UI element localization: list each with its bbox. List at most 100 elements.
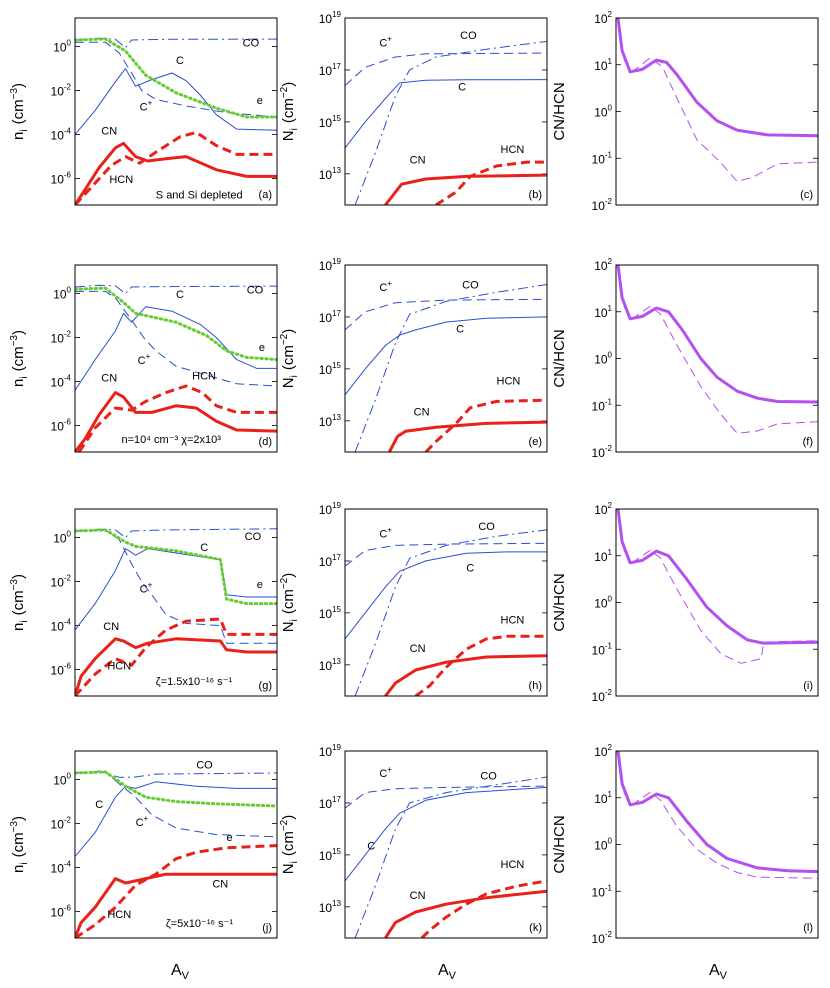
plot-frame xyxy=(74,17,278,206)
y-tick-exponent: -2 xyxy=(605,444,613,453)
curve-label-text: HCN xyxy=(107,909,131,921)
curve-label: CN xyxy=(410,890,426,902)
series-line-co xyxy=(354,284,547,452)
y-tick-exponent: -1 xyxy=(605,150,613,159)
y-axis-title-main: N xyxy=(280,130,297,141)
series-line-e xyxy=(75,770,277,808)
y-tick-base: 10 xyxy=(319,12,333,26)
y-axis-title-sub: i xyxy=(289,861,300,863)
curve-label-superscript: + xyxy=(387,35,392,44)
series-line-e xyxy=(75,37,277,119)
curve-label-text: e xyxy=(259,342,265,354)
curve-label: CN xyxy=(101,373,117,385)
curve-label-text: HCN xyxy=(107,661,131,673)
y-tick-exponent: -6 xyxy=(64,904,72,913)
y-tick-label: 10-1 xyxy=(592,150,613,166)
y-tick-base: 10 xyxy=(594,353,608,367)
curve-label-superscript: + xyxy=(387,279,392,288)
y-tick-exponent: 19 xyxy=(332,743,341,752)
series-line-cn xyxy=(75,391,277,452)
y-tick-label: 102 xyxy=(594,743,612,759)
panel-label: (j) xyxy=(262,922,272,934)
curve-label: C xyxy=(200,542,208,554)
curve-label: HCN xyxy=(192,370,216,382)
curve-label-text: n=10⁴ cm⁻³ χ=2x10³ xyxy=(121,434,221,446)
y-tick-base: 10 xyxy=(51,906,65,920)
curve-label-text: C xyxy=(379,529,387,541)
y-axis-title-unit: (cm xyxy=(280,98,297,123)
y-tick-exponent: -4 xyxy=(64,374,72,383)
series-line-c xyxy=(345,551,547,640)
series-line-cn xyxy=(384,173,547,205)
curve-label-text: C xyxy=(458,82,466,94)
y-axis-title-close: ) xyxy=(280,82,297,87)
y-tick-label: 10-2 xyxy=(592,688,613,704)
panel-label: (b) xyxy=(529,189,542,201)
x-axis-label-sub: V xyxy=(449,970,457,982)
curve-label-text: e xyxy=(257,579,263,591)
series-line-c- xyxy=(345,542,547,567)
curve-label-text: C xyxy=(176,289,184,301)
series-line-c xyxy=(75,781,277,857)
x-axis-label-main: A xyxy=(438,962,449,979)
curve-label-text: C xyxy=(140,101,148,113)
y-tick-label: 10-2 xyxy=(51,83,72,99)
y-tick-label: 102 xyxy=(594,501,612,517)
y-tick-base: 10 xyxy=(53,41,67,55)
y-axis-title-unit: (cm xyxy=(10,832,27,857)
curve-label: n=10⁴ cm⁻³ χ=2x10³ xyxy=(121,434,221,446)
y-tick-label: 10-6 xyxy=(51,904,72,920)
curve-label: HCN xyxy=(107,661,131,673)
series-line-ratio-local xyxy=(617,509,818,664)
y-axis-title-main: n xyxy=(10,379,27,387)
y-axis-title: Ni (cm−2) xyxy=(279,329,300,388)
curve-label-superscript: + xyxy=(387,765,392,774)
y-tick-label: 1017 xyxy=(319,795,342,811)
series-line-ratio-local xyxy=(617,265,818,434)
plot-frame xyxy=(344,17,548,206)
y-axis-title: CN/HCN xyxy=(551,573,568,631)
y-tick-base: 10 xyxy=(319,259,333,273)
curve-label-text: HCN xyxy=(192,370,216,382)
y-tick-base: 10 xyxy=(51,376,65,390)
y-axis-title: ni (cm−3) xyxy=(9,83,30,140)
y-tick-base: 10 xyxy=(592,885,606,899)
series-line-c- xyxy=(75,529,277,644)
y-tick-exponent: -2 xyxy=(605,197,613,206)
curve-label: C xyxy=(456,324,464,336)
y-axis-title-unit: (cm xyxy=(10,590,27,615)
curve-label-text: C xyxy=(136,817,144,829)
y-tick-exponent: -1 xyxy=(605,641,613,650)
y-axis-title-exponent: −2 xyxy=(279,86,290,98)
curve-label: CO xyxy=(245,531,262,543)
plot-frame xyxy=(615,17,819,206)
y-tick-label: 100 xyxy=(53,772,71,788)
series-line-hcn xyxy=(424,398,547,452)
y-tick-base: 10 xyxy=(594,59,608,73)
y-axis-title-exponent: −2 xyxy=(279,819,290,831)
y-tick-exponent: 0 xyxy=(67,39,72,48)
y-tick-label: 10-2 xyxy=(592,930,613,946)
curve-label: C xyxy=(176,289,184,301)
y-axis-title-unit: (cm xyxy=(280,831,297,856)
y-tick-label: 10-2 xyxy=(51,816,72,832)
panel-label: (i) xyxy=(803,680,813,692)
curve-label: ζ=1.5x10⁻¹⁶ s⁻¹ xyxy=(156,676,233,688)
y-tick-exponent: -2 xyxy=(64,816,72,825)
y-tick-label: 100 xyxy=(53,39,71,55)
y-axis-title-close: ) xyxy=(10,330,27,335)
curve-label-text: CO xyxy=(462,279,479,291)
curve-label-superscript: + xyxy=(146,352,151,361)
y-tick-exponent: 0 xyxy=(608,595,613,604)
y-axis-title-sub: i xyxy=(289,619,300,621)
y-tick-label: 10-6 xyxy=(51,662,72,678)
curve-label-text: ζ=5x10⁻¹⁶ s⁻¹ xyxy=(166,918,233,930)
curve-label: e xyxy=(259,342,265,354)
y-axis-title-unit: (cm xyxy=(280,345,297,370)
curve-label-text: C xyxy=(466,562,474,574)
y-tick-label: 1015 xyxy=(319,847,342,863)
curve-label-text: C xyxy=(456,324,464,336)
panel-label: (l) xyxy=(803,922,813,934)
y-axis-title-close: ) xyxy=(10,574,27,579)
curve-label-text: CN xyxy=(410,643,426,655)
